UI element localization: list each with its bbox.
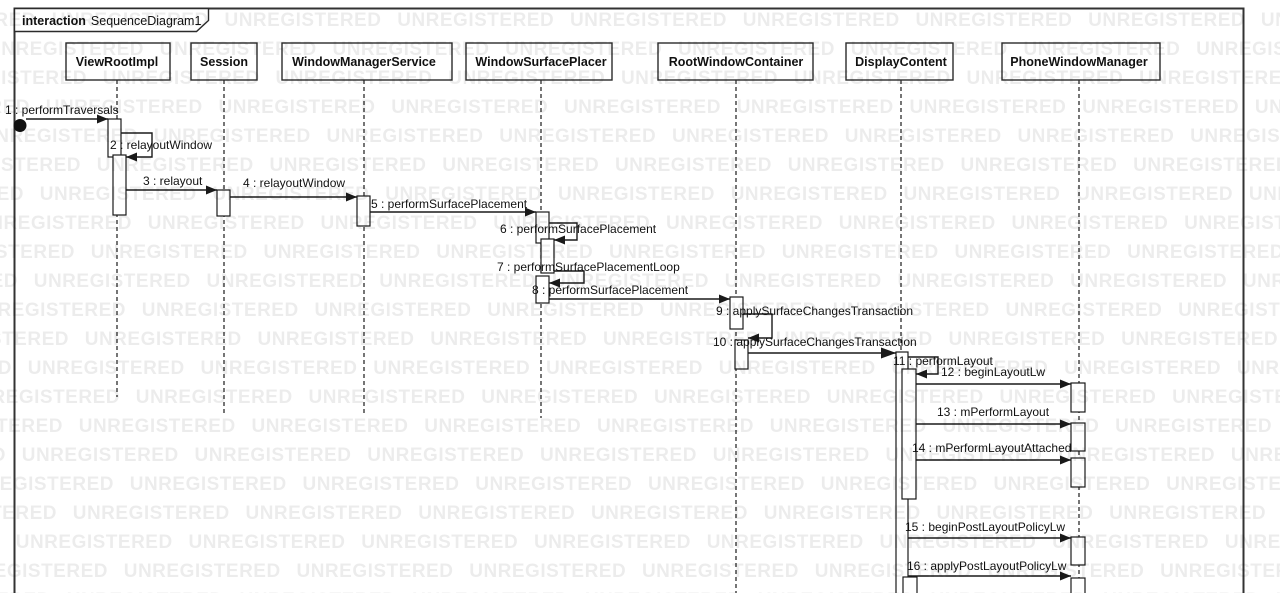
message-12: 12 : beginLayoutLw [916,365,1071,389]
lifeline-head-windowmanagerservice[interactable] [281,42,453,81]
message-label-2[interactable]: 2 : relayoutWindow [110,138,212,152]
lifeline-head-displaycontent[interactable] [845,42,954,81]
message-arrowhead-3[interactable] [206,185,217,195]
frame-title: interaction SequenceDiagram1 [22,14,201,28]
interaction-frame-border [13,7,1245,593]
message-label-15[interactable]: 15 : beginPostLayoutPolicyLw [905,520,1065,534]
message-label-16[interactable]: 16 : applyPostLayoutPolicyLw [907,559,1067,573]
lifeline-head-phonewindowmanager[interactable] [1001,42,1161,81]
message-line-2[interactable] [121,132,153,158]
activation-bar-9[interactable] [734,339,749,370]
message-label-11[interactable]: 11 : performLayout [893,354,993,368]
activation-bar-8[interactable] [729,296,744,330]
activation-bar-16[interactable] [1070,536,1086,566]
message-arrowhead-12[interactable] [1060,379,1071,389]
found-message-node[interactable] [13,119,27,132]
lifeline-head-session[interactable] [190,42,258,81]
message-label-4[interactable]: 4 : relayoutWindow [243,176,345,190]
lifeline-label-windowmanagerservice: WindowManagerService [292,55,436,69]
message-label-1[interactable]: 1 : performTraversals [5,103,119,117]
message-arrowhead-15[interactable] [1060,533,1071,543]
message-label-7[interactable]: 7 : performSurfacePlacementLoop [497,260,680,274]
message-9: 9 : applySurfaceChangesTransaction [716,304,913,343]
message-10: 10 : applySurfaceChangesTransaction [713,335,917,359]
message-label-14[interactable]: 14 : mPerformLayoutAttached [912,441,1071,455]
message-1: 1 : performTraversals [5,103,119,124]
activation-bar-3[interactable] [216,189,231,217]
lifeline-label-viewrootimpl: ViewRootImpl [76,55,158,69]
activation-bar-11[interactable] [901,368,917,500]
activation-bar-2[interactable] [112,154,127,216]
lifeline-label-windowsurfaceplacer: WindowSurfacePlacer [475,55,606,69]
message-arrowhead-9[interactable] [748,333,759,343]
message-15: 15 : beginPostLayoutPolicyLw [905,520,1071,543]
lifeline-label-rootwindowcontainer: RootWindowContainer [669,55,804,69]
message-arrowhead-4[interactable] [346,192,357,202]
message-line-6[interactable] [549,222,578,241]
lifeline-label-phonewindowmanager: PhoneWindowManager [1010,55,1148,69]
message-label-6[interactable]: 6 : performSurfacePlacement [500,222,657,236]
message-arrowhead-5[interactable] [525,207,536,217]
message-arrowhead-6[interactable] [554,235,565,245]
message-line-9[interactable] [743,313,773,339]
frame-keyword-label: interaction [22,14,86,28]
message-arrowhead-1[interactable] [97,114,108,124]
frame-tab-shape [13,7,210,33]
message-label-5[interactable]: 5 : performSurfacePlacement [371,197,528,211]
message-16: 16 : applyPostLayoutPolicyLw [907,559,1071,581]
message-label-3[interactable]: 3 : relayout [143,174,203,188]
lifeline-label-session: Session [200,55,248,69]
message-arrowhead-8[interactable] [719,294,730,304]
message-13: 13 : mPerformLayout [916,405,1071,429]
lifeline-rootwindowcontainer: RootWindowContainer [657,42,814,593]
message-8: 8 : performSurfacePlacement [532,283,730,304]
message-label-8[interactable]: 8 : performSurfacePlacement [532,283,689,297]
message-2: 2 : relayoutWindow [110,132,212,162]
activation-bar-15[interactable] [1070,457,1086,488]
message-7: 7 : performSurfacePlacementLoop [497,260,680,288]
activation-bar-12[interactable] [902,576,918,593]
message-arrowhead-7[interactable] [549,278,560,288]
message-label-10[interactable]: 10 : applySurfaceChangesTransaction [713,335,917,349]
activation-bar-6[interactable] [540,238,555,274]
message-arrowhead-13[interactable] [1060,419,1071,429]
message-line-7[interactable] [549,270,585,284]
activation-bar-13[interactable] [1070,382,1086,413]
lifeline-session: Session [190,42,258,413]
lifeline-head-windowsurfaceplacer[interactable] [465,42,613,81]
message-arrowhead-2[interactable] [126,152,137,162]
activation-bar-4[interactable] [356,195,371,227]
message-arrowhead-16[interactable] [1060,571,1071,581]
message-11: 11 : performLayout [893,354,993,379]
lifeline-phonewindowmanager: PhoneWindowManager [1001,42,1161,593]
message-label-13[interactable]: 13 : mPerformLayout [937,405,1050,419]
lifeline-head-viewrootimpl[interactable] [65,42,171,81]
message-arrowhead-14[interactable] [1060,455,1071,465]
lifeline-label-displaycontent: DisplayContent [855,55,948,69]
message-label-9[interactable]: 9 : applySurfaceChangesTransaction [716,304,913,318]
activation-bar-14[interactable] [1070,422,1086,452]
activation-bar-7[interactable] [535,275,550,304]
diagram-name-label: SequenceDiagram1 [91,14,202,28]
activation-bar-17[interactable] [1070,577,1086,593]
frame-title-tab: interaction SequenceDiagram1 [13,7,210,33]
message-3: 3 : relayout [126,174,217,195]
message-4: 4 : relayoutWindow [230,176,357,202]
message-arrowhead-11[interactable] [916,369,927,379]
message-arrowhead-10[interactable] [881,347,896,359]
lifeline-head-rootwindowcontainer[interactable] [657,42,814,81]
message-label-12[interactable]: 12 : beginLayoutLw [941,365,1045,379]
message-5: 5 : performSurfacePlacement [370,197,536,217]
lifeline-windowmanagerservice: WindowManagerService [281,42,453,413]
message-14: 14 : mPerformLayoutAttached [912,441,1071,465]
message-6: 6 : performSurfacePlacement [500,222,657,245]
